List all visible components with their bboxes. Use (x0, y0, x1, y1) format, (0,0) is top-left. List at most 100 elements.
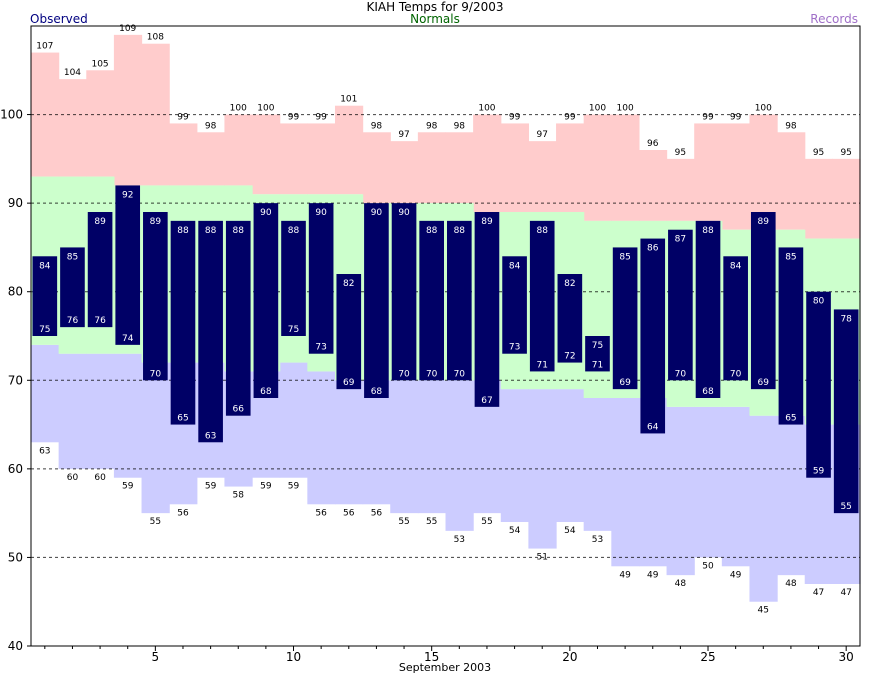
record-high-label: 99 (288, 112, 300, 122)
observed-bar (502, 256, 527, 354)
observed-low-label: 71 (592, 360, 603, 370)
x-tick-label: 25 (700, 650, 715, 664)
chart-title: KIAH Temps for 9/2003 (366, 0, 504, 14)
record-low-label: 55 (398, 517, 409, 527)
record-low-label: 48 (785, 579, 797, 589)
observed-high-label: 88 (454, 226, 466, 236)
record-high-bar (417, 132, 447, 204)
record-high-label: 100 (257, 104, 274, 114)
observed-high-label: 85 (619, 252, 630, 262)
observed-bar (115, 185, 141, 345)
observed-low-label: 68 (371, 387, 383, 397)
record-low-bar (694, 406, 723, 558)
observed-bar (225, 220, 251, 416)
record-high-label: 97 (536, 130, 547, 140)
record-high-bar (500, 123, 529, 212)
record-low-label: 55 (426, 517, 437, 527)
observed-bar (170, 220, 196, 425)
observed-high-label: 88 (205, 226, 217, 236)
record-high-label: 98 (454, 121, 466, 131)
record-low-label: 60 (67, 473, 79, 483)
observed-bar (143, 212, 168, 381)
record-low-label: 56 (315, 508, 327, 518)
record-low-bar (113, 353, 143, 478)
record-high-bar (777, 132, 806, 230)
observed-low-label: 59 (813, 467, 825, 477)
record-low-label: 45 (758, 606, 769, 616)
observed-low-label: 68 (702, 387, 714, 397)
observed-high-label: 85 (785, 252, 796, 262)
y-tick-label: 90 (8, 196, 23, 210)
record-high-bar (390, 141, 419, 204)
x-tick-label: 10 (286, 650, 301, 664)
x-tick-label: 15 (424, 650, 439, 664)
record-high-bar (86, 70, 115, 177)
observed-bar (419, 220, 444, 381)
record-low-label: 55 (481, 517, 492, 527)
record-high-label: 96 (647, 139, 659, 149)
observed-bar (391, 203, 417, 381)
observed-bar (364, 203, 389, 398)
record-low-label: 47 (813, 588, 824, 598)
record-high-label: 99 (315, 112, 327, 122)
observed-bar (529, 220, 555, 372)
observed-low-label: 73 (315, 343, 326, 353)
observed-high-label: 75 (592, 341, 603, 351)
observed-bar (750, 212, 776, 390)
record-high-bar (583, 114, 612, 221)
record-low-label: 49 (730, 570, 742, 580)
observed-low-label: 70 (398, 369, 410, 379)
observed-bar (668, 229, 693, 381)
record-low-label: 48 (675, 579, 687, 589)
y-tick-label: 50 (8, 550, 23, 564)
observed-high-label: 88 (536, 226, 548, 236)
observed-bar (778, 247, 804, 425)
observed-bar (198, 220, 223, 443)
record-low-bar (500, 389, 529, 522)
observed-bar (447, 220, 472, 381)
record-low-bar (777, 415, 806, 576)
record-high-bar (832, 158, 861, 239)
observed-low-label: 66 (233, 405, 245, 415)
y-tick-label: 70 (8, 373, 23, 387)
observed-high-label: 86 (647, 244, 659, 254)
record-high-label: 97 (398, 130, 409, 140)
record-low-label: 53 (454, 535, 465, 545)
record-high-label: 95 (813, 148, 824, 158)
observed-bar (723, 256, 748, 381)
record-high-label: 99 (702, 112, 714, 122)
record-low-bar (86, 353, 115, 469)
record-high-label: 98 (426, 121, 438, 131)
record-high-label: 98 (371, 121, 383, 131)
record-low-label: 54 (509, 526, 521, 536)
observed-high-label: 89 (150, 217, 162, 227)
record-low-label: 56 (177, 508, 189, 518)
observed-high-label: 85 (67, 252, 78, 262)
observed-high-label: 89 (481, 217, 493, 227)
record-high-bar (694, 123, 723, 221)
record-low-bar (362, 380, 391, 505)
observed-bar (253, 203, 279, 398)
record-low-label: 58 (233, 491, 245, 501)
record-high-label: 100 (589, 104, 606, 114)
record-high-label: 107 (36, 42, 53, 52)
y-tick-label: 80 (8, 285, 23, 299)
record-high-bar (528, 141, 557, 212)
record-low-label: 63 (39, 446, 50, 456)
observed-high-label: 82 (343, 279, 354, 289)
record-high-label: 109 (119, 24, 136, 34)
record-high-label: 99 (177, 112, 189, 122)
x-tick-label: 20 (562, 650, 577, 664)
record-high-bar (252, 114, 281, 195)
record-high-label: 100 (478, 104, 495, 114)
observed-low-label: 76 (67, 316, 79, 326)
gridlines (31, 114, 860, 558)
record-low-label: 55 (150, 517, 161, 527)
observed-bars (32, 185, 859, 514)
observed-low-label: 70 (150, 369, 162, 379)
observed-high-label: 92 (122, 190, 133, 200)
observed-bar (640, 238, 666, 434)
observed-bar (281, 220, 306, 336)
record-low-label: 59 (260, 482, 272, 492)
